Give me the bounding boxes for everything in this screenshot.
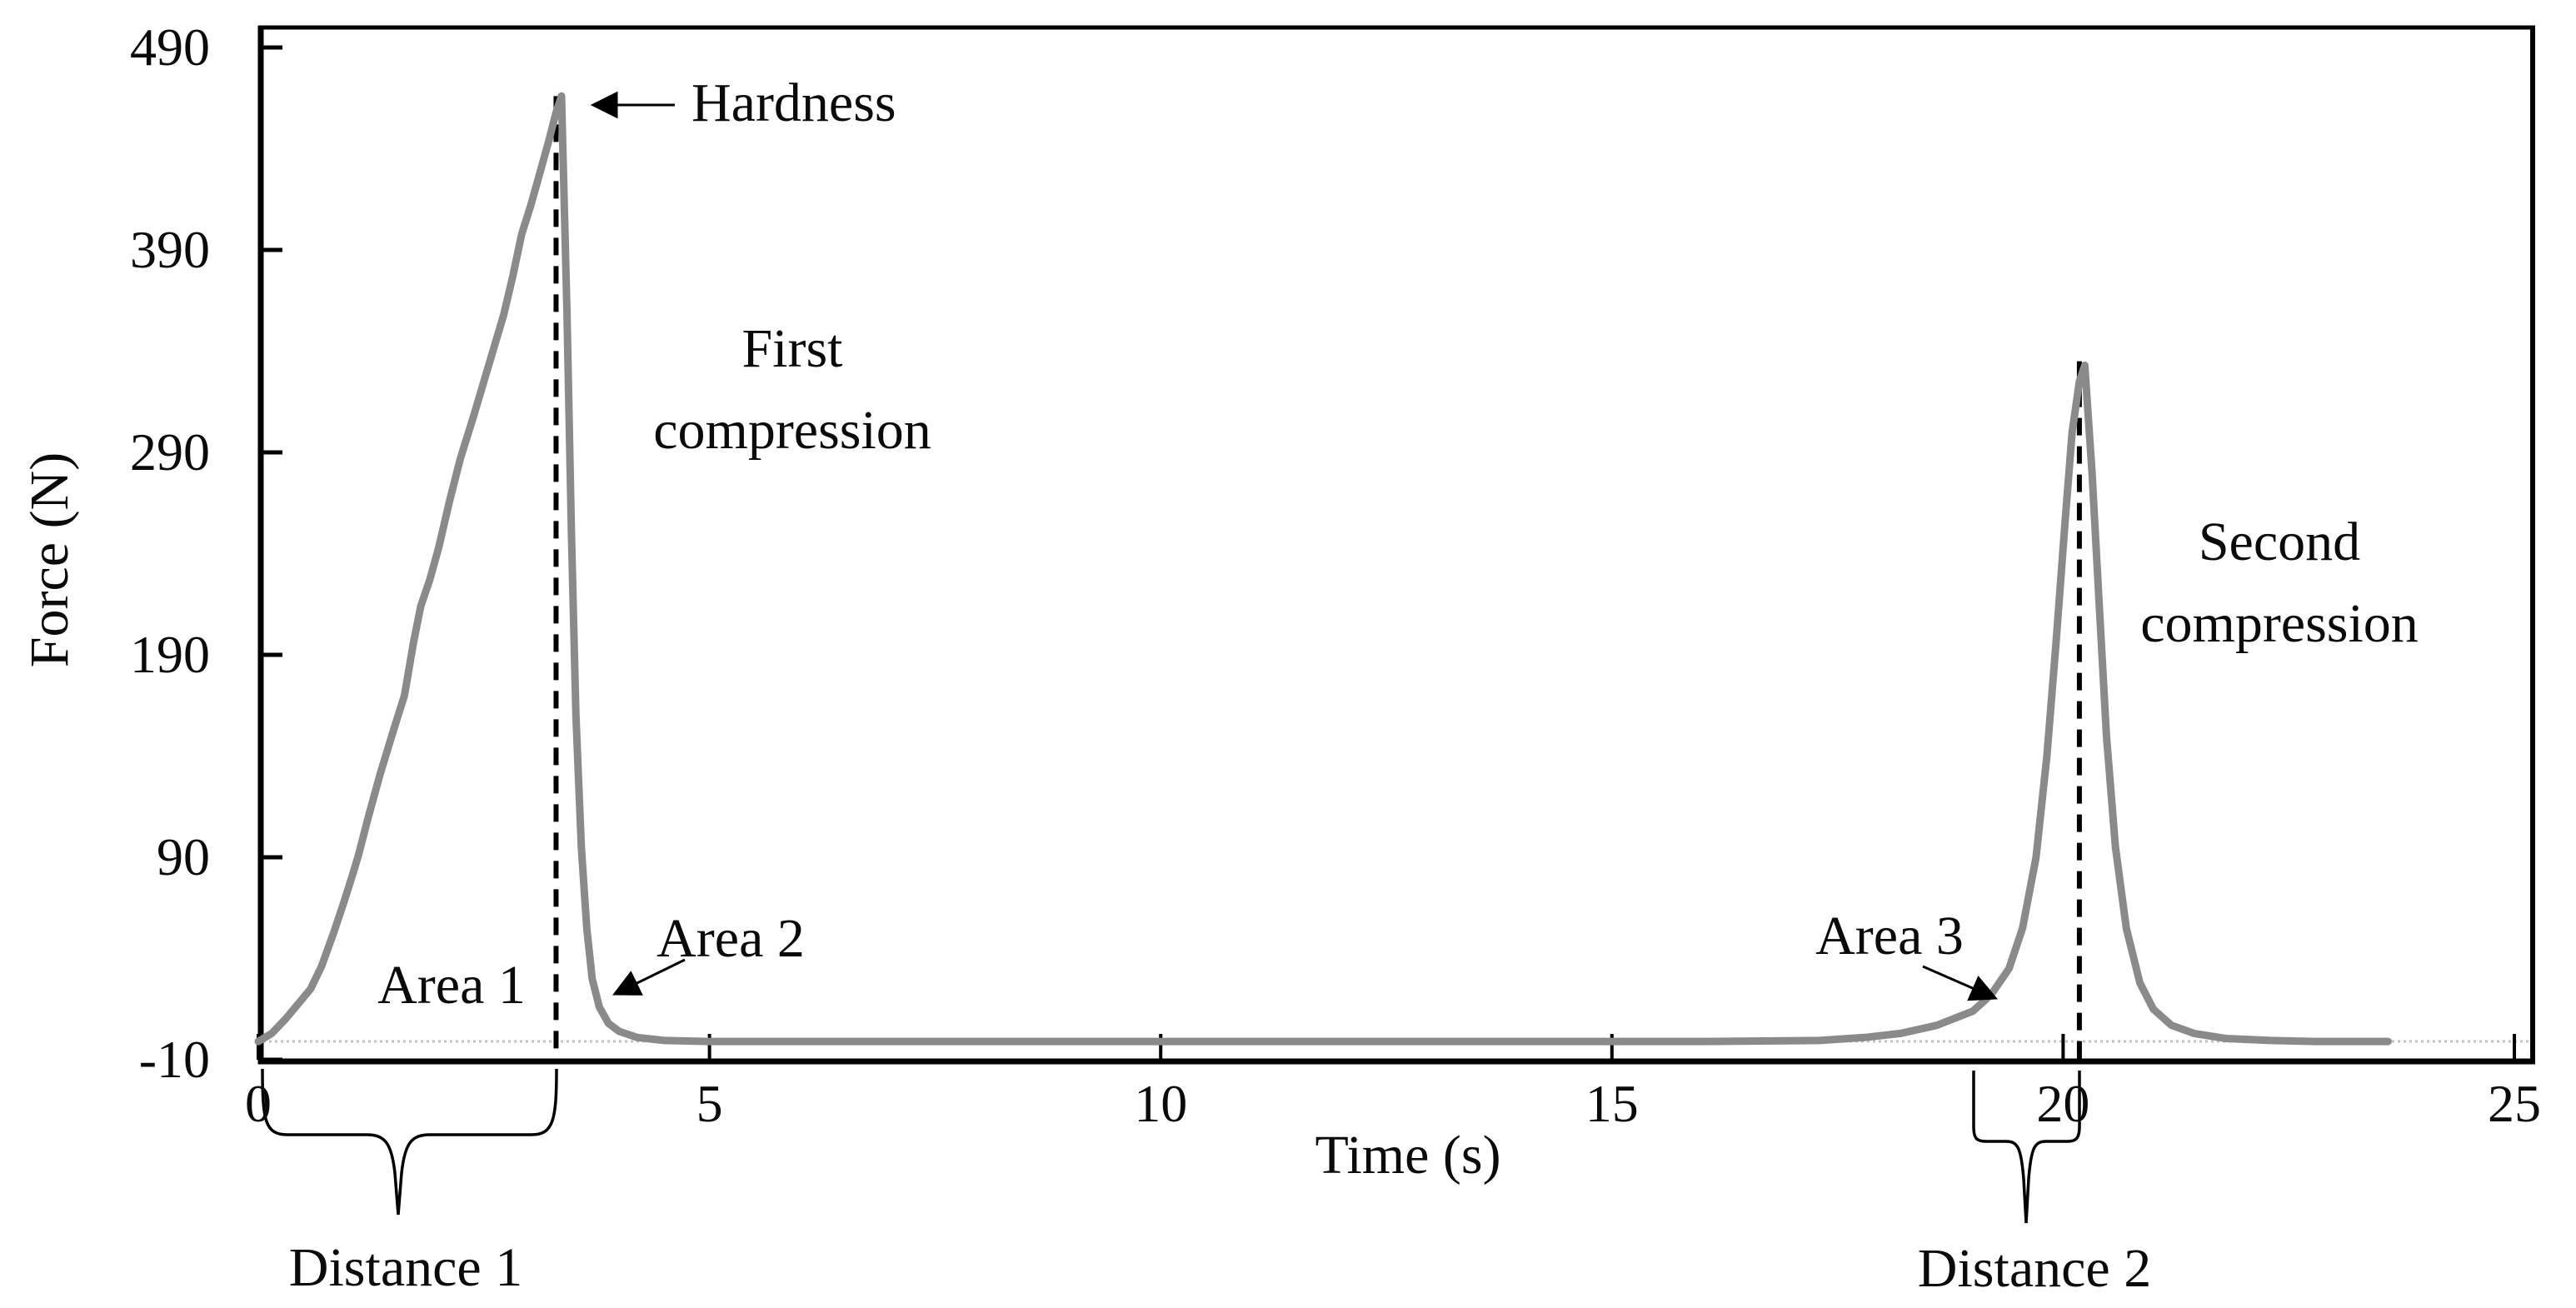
first-compression-line1: First <box>741 318 843 379</box>
area3-arrow <box>1922 965 1999 1001</box>
y-tick-label: 490 <box>130 17 210 77</box>
second-compression-label: Second compression <box>2140 502 2419 665</box>
x-tick-label: 10 <box>1134 1074 1188 1133</box>
area3-label: Area 3 <box>1815 906 1964 966</box>
distance1-label: Distance 1 <box>288 1237 523 1298</box>
x-axis-title: Time (s) <box>1315 1125 1501 1186</box>
y-axis-ticks <box>261 45 282 1062</box>
x-tick-label: 20 <box>2036 1074 2090 1133</box>
area2-label: Area 2 <box>656 908 805 969</box>
area1-label: Area 1 <box>377 955 526 1016</box>
y-tick-label: -10 <box>138 1030 210 1089</box>
peak-dashed-guides <box>553 96 2082 1060</box>
x-tick-label: 25 <box>2488 1074 2541 1133</box>
annotation-arrows <box>590 91 1999 1001</box>
first-compression-label: First compression <box>653 308 931 472</box>
second-compression-line2: compression <box>2140 593 2419 654</box>
x-tick-label: 5 <box>696 1074 723 1133</box>
distance1-brace <box>261 1068 558 1216</box>
y-tick-label: 290 <box>130 422 210 482</box>
x-tick-label: 0 <box>245 1074 272 1133</box>
plot-border <box>257 25 2535 1065</box>
second-compression-line1: Second <box>2198 512 2361 572</box>
distance2-brace <box>1972 1071 2081 1224</box>
hardness-label: Hardness <box>691 72 896 133</box>
x-tick-label: 15 <box>1585 1074 1639 1133</box>
first-compression-line2: compression <box>653 400 931 461</box>
y-tick-label: 190 <box>130 625 210 684</box>
force-curve <box>254 92 2392 1046</box>
y-tick-label: 90 <box>157 827 210 886</box>
y-tick-label: 390 <box>130 220 210 279</box>
distance2-label: Distance 2 <box>1917 1238 2152 1299</box>
area2-arrow <box>612 958 686 996</box>
distance-braces <box>261 1068 2081 1224</box>
